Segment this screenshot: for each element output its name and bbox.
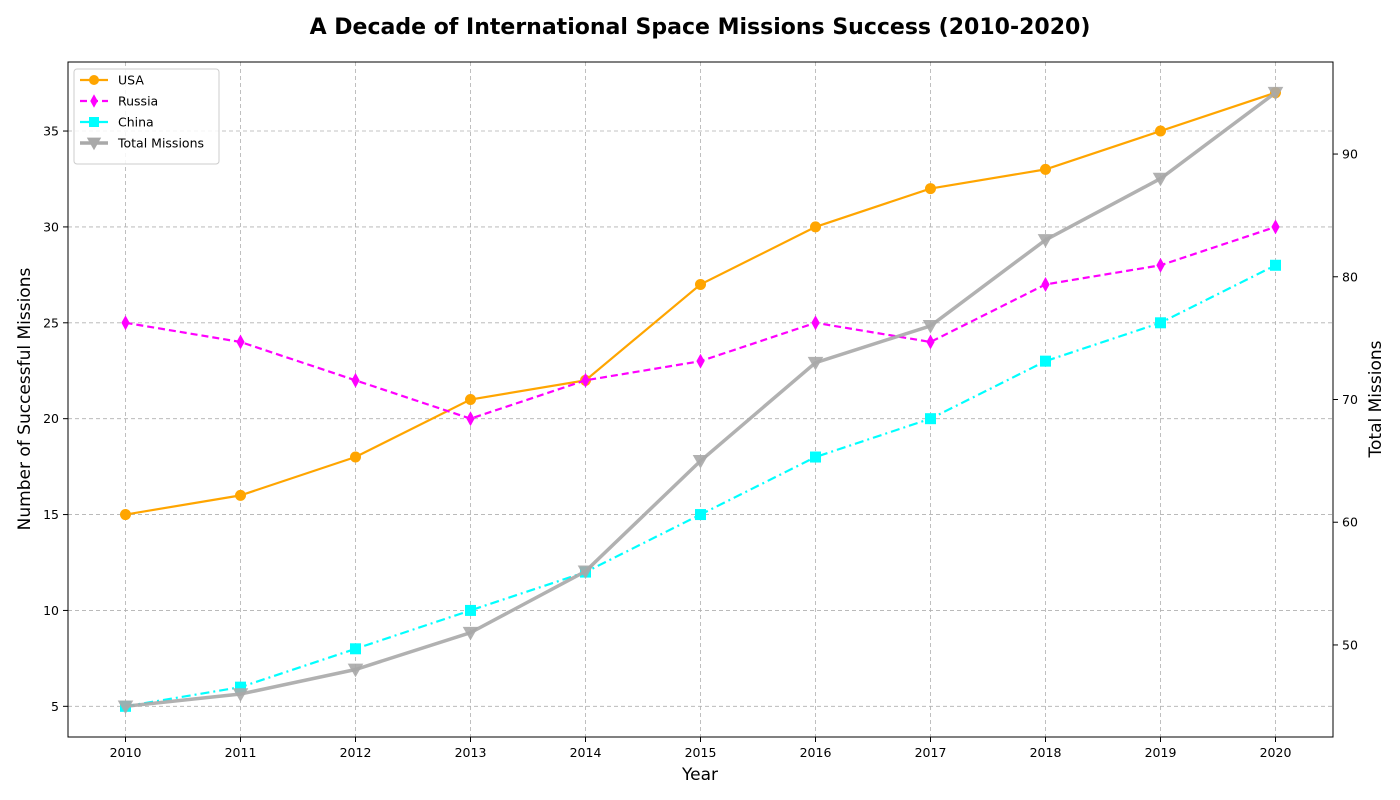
y-right-tick-label: 90 <box>1342 147 1358 162</box>
y-right-tick-label: 70 <box>1342 392 1358 407</box>
x-tick-label: 2016 <box>800 745 832 760</box>
legend-label: Total Missions <box>117 136 204 151</box>
data-point-usa <box>235 489 246 501</box>
data-point-russia <box>926 334 935 350</box>
data-point-total-missions <box>1267 86 1284 101</box>
data-point-total-missions <box>577 565 594 580</box>
y-right-tick-label: 50 <box>1342 637 1358 652</box>
x-axis-label: Year <box>681 765 718 785</box>
data-point-usa <box>350 451 361 463</box>
y-tick-label: 25 <box>43 315 59 330</box>
data-point-usa <box>925 183 936 195</box>
data-point-usa <box>465 394 476 405</box>
data-point-russia <box>1041 277 1050 292</box>
legend-marker <box>90 94 98 108</box>
x-tick-label: 2014 <box>570 745 602 760</box>
data-point-total-missions <box>1152 172 1169 187</box>
series-russia <box>121 219 1280 427</box>
data-point-total-missions <box>807 356 824 371</box>
y-ticks-right: 50 60 70 80 90 <box>1333 147 1358 652</box>
data-point-russia <box>1271 219 1280 235</box>
data-point-total-missions <box>232 688 249 702</box>
data-point-russia <box>121 315 130 331</box>
data-point-russia <box>811 315 820 331</box>
series-total-missions <box>117 86 1284 715</box>
data-point-china <box>465 604 476 616</box>
data-point-usa <box>1155 125 1166 137</box>
legend-label: USA <box>118 73 144 88</box>
data-point-russia <box>236 334 245 350</box>
x-tick-label: 2011 <box>225 745 257 760</box>
grid <box>68 62 1333 737</box>
y-axis-label: Number of Successful Missions <box>15 268 35 531</box>
x-tick-label: 2020 <box>1260 745 1292 760</box>
legend-box <box>73 68 220 165</box>
data-point-china <box>925 413 936 425</box>
y-tick-label: 5 <box>51 699 59 714</box>
data-point-china <box>1040 355 1051 367</box>
x-tick-label: 2018 <box>1030 745 1062 760</box>
x-ticks: 2010 2011 2012 2013 2014 2015 2016 2017 2018 2019… <box>110 737 1292 760</box>
series-usa <box>120 87 1281 521</box>
data-point-china <box>810 451 821 463</box>
legend-entry-russia: Russia <box>80 94 158 109</box>
legend-marker <box>89 117 99 127</box>
data-point-china <box>350 643 361 655</box>
data-point-china <box>695 509 706 521</box>
x-tick-label: 2013 <box>455 745 487 760</box>
data-point-china <box>1270 259 1281 271</box>
y-right-tick-label: 60 <box>1342 515 1358 530</box>
series-layer <box>117 86 1284 715</box>
data-point-russia <box>581 372 590 388</box>
y-tick-label: 35 <box>43 124 59 139</box>
legend-marker <box>89 75 99 85</box>
data-point-total-missions <box>922 320 939 334</box>
legend-label: China <box>118 115 154 130</box>
data-point-usa <box>1040 163 1051 175</box>
data-point-total-missions <box>1037 234 1054 248</box>
y-tick-label: 30 <box>43 219 59 234</box>
y-tick-label: 20 <box>43 411 59 426</box>
chart-title: A Decade of International Space Missions… <box>310 15 1091 40</box>
data-point-usa <box>695 278 706 290</box>
x-tick-label: 2010 <box>110 745 142 760</box>
legend-label: Russia <box>118 94 158 109</box>
data-point-total-missions <box>347 663 364 678</box>
x-tick-label: 2017 <box>915 745 947 760</box>
data-point-total-missions <box>117 700 134 715</box>
legend-entry-usa: USA <box>80 73 144 88</box>
y-axis-label-right: Total Missions <box>1366 340 1386 458</box>
legend-marker <box>86 137 102 151</box>
data-point-russia <box>696 353 705 369</box>
y-tick-label: 10 <box>43 603 59 618</box>
data-point-total-missions <box>692 455 709 469</box>
data-point-china <box>1155 317 1166 329</box>
data-point-total-missions <box>462 626 479 641</box>
data-point-russia <box>351 372 360 388</box>
x-tick-label: 2012 <box>340 745 372 760</box>
data-point-china <box>235 681 246 693</box>
y-tick-label: 15 <box>43 507 59 522</box>
data-point-russia <box>1156 257 1165 273</box>
data-point-russia <box>466 411 475 427</box>
legend-entry-china: China <box>80 115 154 130</box>
x-tick-label: 2019 <box>1145 745 1177 760</box>
data-point-usa <box>120 509 131 521</box>
y-right-tick-label: 80 <box>1342 269 1358 284</box>
y-ticks-left: 5 10 15 20 25 30 35 <box>43 124 68 714</box>
x-tick-label: 2015 <box>685 745 717 760</box>
legend-entry-total-missions: Total Missions <box>80 136 204 151</box>
legend: USA Russia China Total Missions <box>73 68 220 165</box>
data-point-usa <box>810 221 821 233</box>
